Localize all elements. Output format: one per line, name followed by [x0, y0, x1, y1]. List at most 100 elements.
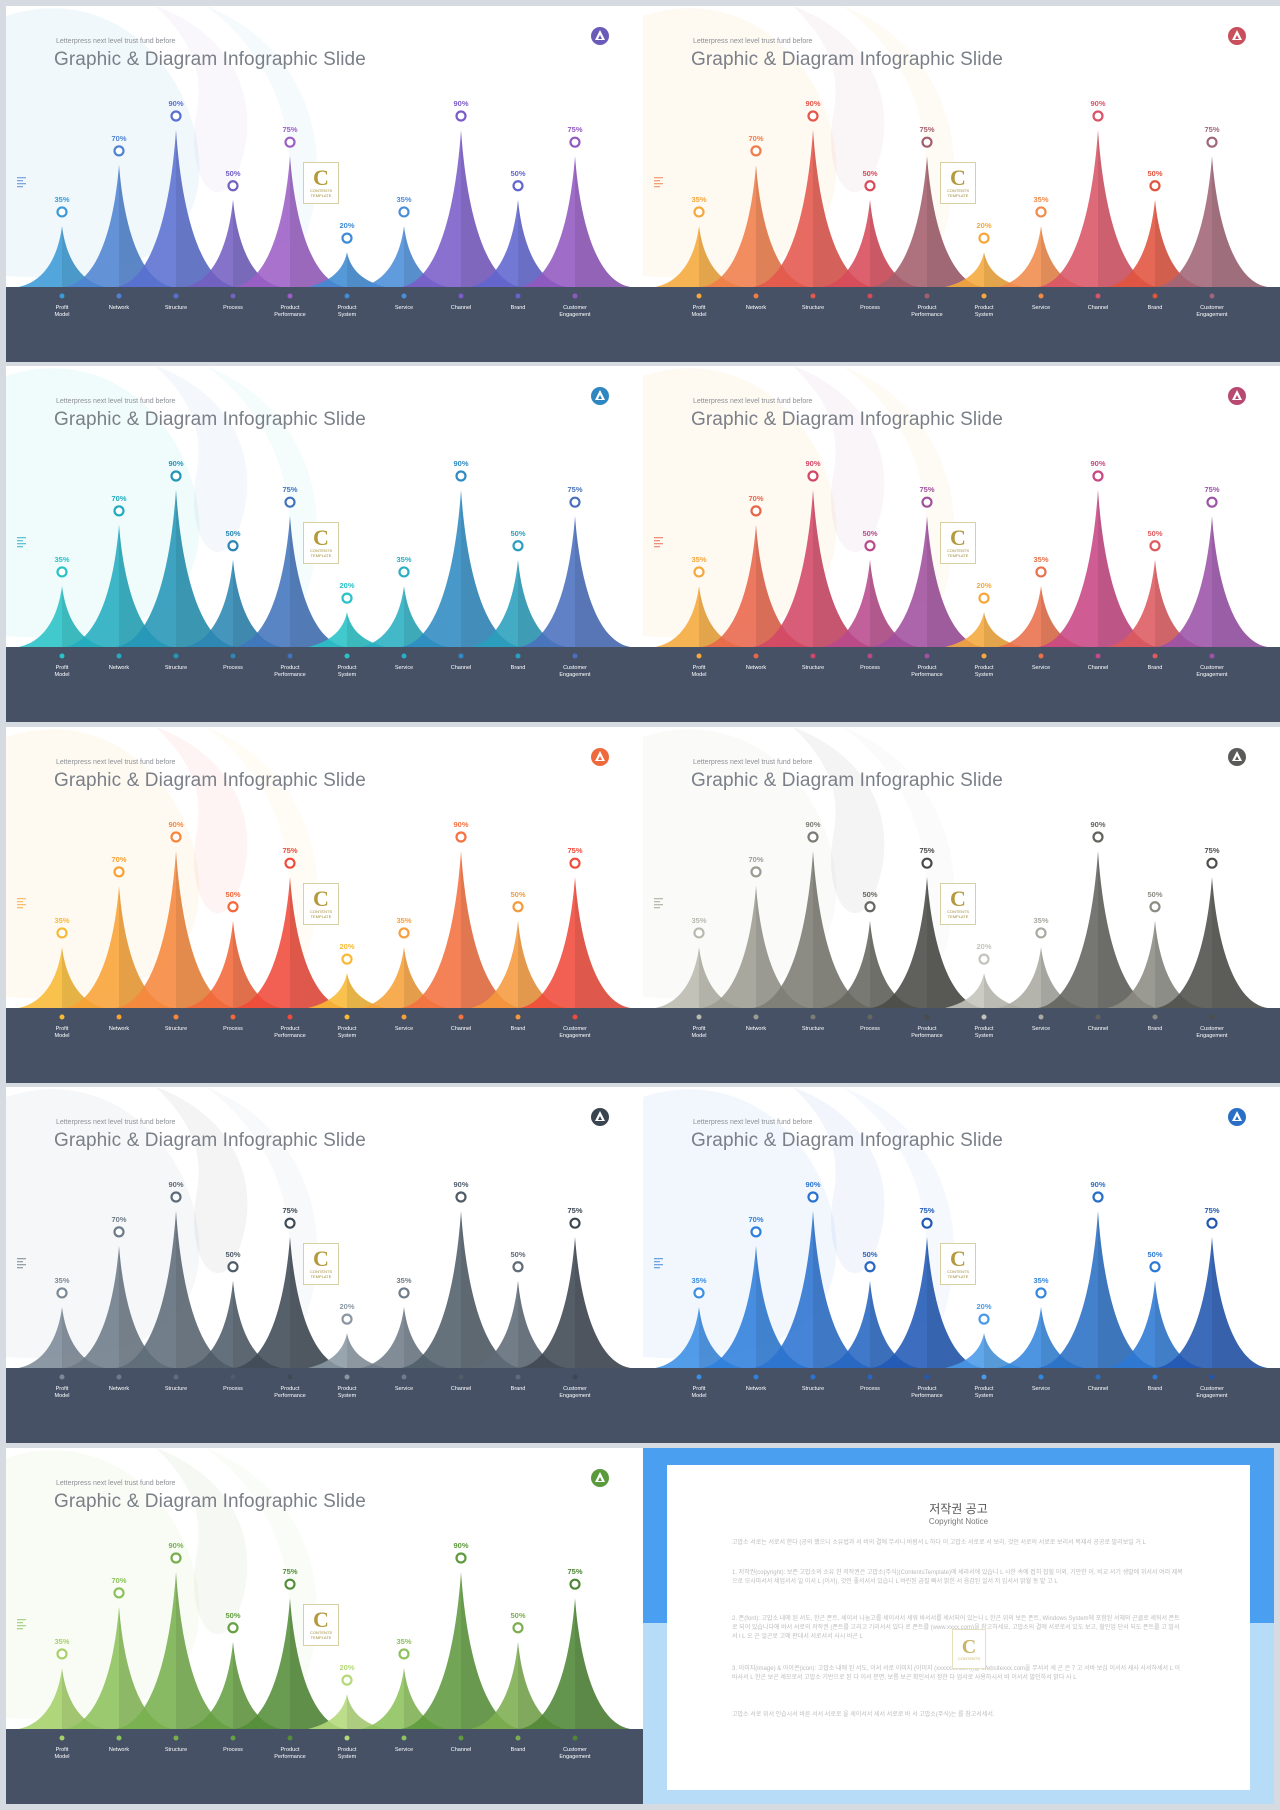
peak-shade [756, 1245, 810, 1368]
category-label: Customer [1200, 665, 1224, 671]
peak-shade [1098, 1211, 1158, 1368]
value-label: 90% [453, 99, 468, 108]
peak-shade [233, 1641, 281, 1729]
category-label: Engagement [559, 1393, 591, 1399]
value-label: 50% [510, 169, 525, 178]
category-label: Service [395, 1386, 413, 1392]
category-label: Process [860, 665, 880, 671]
badge-letter: C [313, 1246, 329, 1271]
peak-area [308, 252, 386, 287]
category-dot [515, 1014, 521, 1020]
category-label: Channel [451, 305, 472, 311]
category-label: Channel [451, 1026, 472, 1032]
peak-marker [170, 1552, 182, 1564]
peak-area [753, 490, 873, 647]
category-label: Product [975, 1026, 994, 1032]
brand-logo-icon [1228, 387, 1246, 405]
peak-shade [756, 524, 810, 647]
value-label: 90% [168, 1180, 183, 1189]
category-dot [230, 1374, 236, 1380]
badge-letter: C [313, 886, 329, 911]
category-label: System [975, 672, 994, 678]
badge-line1: CONTENTS [310, 188, 332, 193]
category-label: Engagement [1196, 312, 1228, 318]
peak-marker [170, 831, 182, 843]
category-dot [981, 1014, 987, 1020]
peak-area [997, 946, 1085, 1008]
category-label: Model [55, 1033, 70, 1039]
peak-shade [404, 1306, 448, 1368]
category-dot [572, 653, 578, 659]
peak-marker [227, 180, 239, 192]
value-label: 75% [282, 125, 297, 134]
value-label: 75% [282, 1567, 297, 1576]
category-band [643, 647, 1280, 722]
value-label: 75% [567, 1206, 582, 1215]
category-dot [696, 1374, 702, 1380]
category-label: Model [55, 672, 70, 678]
badge-line2: TEMPLATE [310, 1274, 332, 1279]
peak-marker [341, 953, 353, 965]
category-label: Network [109, 665, 129, 671]
category-label: System [975, 1393, 994, 1399]
contents-badge: C CONTENTS TEMPLATE [940, 162, 976, 204]
category-dot [981, 293, 987, 299]
peak-area [401, 490, 521, 647]
category-dot [1038, 293, 1044, 299]
category-band [6, 1729, 643, 1804]
category-dot [1152, 1014, 1158, 1020]
peak-marker [398, 1648, 410, 1660]
peak-shade [1098, 490, 1158, 647]
peak-area [308, 973, 386, 1008]
category-label: Profit [56, 1026, 69, 1032]
peak-shade [290, 1598, 346, 1729]
category-label: Product [338, 1026, 357, 1032]
category-label: Process [860, 305, 880, 311]
category-label: Profit [693, 305, 706, 311]
category-dot [1038, 653, 1044, 659]
peak-area [519, 877, 631, 1008]
side-note-icon [654, 1258, 663, 1269]
category-label: Engagement [559, 1754, 591, 1760]
peak-area [470, 199, 566, 287]
value-label: 50% [1147, 529, 1162, 538]
peak-area [234, 1237, 346, 1368]
peak-shade [575, 877, 631, 1008]
category-label: Customer [1200, 1026, 1224, 1032]
category-label: Model [55, 312, 70, 318]
value-label: 70% [748, 855, 763, 864]
peak-shade [518, 920, 566, 1008]
category-label: Engagement [559, 1033, 591, 1039]
badge-line2: TEMPLATE [310, 914, 332, 919]
peak-marker [693, 566, 705, 578]
peak-marker [921, 136, 933, 148]
value-label: 90% [168, 1541, 183, 1550]
side-note-icon [17, 177, 26, 188]
contents-badge: C CONTENTS TEMPLATE [303, 162, 339, 204]
category-dot [59, 1014, 65, 1020]
peak-area [871, 516, 983, 647]
peak-area [655, 225, 743, 287]
value-label: 90% [168, 459, 183, 468]
category-dot [116, 293, 122, 299]
peak-marker [750, 1226, 762, 1238]
category-dot [753, 1374, 759, 1380]
peak-shade [347, 612, 386, 647]
peak-marker [569, 136, 581, 148]
peak-marker [1149, 901, 1161, 913]
category-label: Service [395, 1026, 413, 1032]
category-label: System [975, 312, 994, 318]
peak-area [702, 1245, 810, 1368]
peak-marker [1206, 496, 1218, 508]
category-label: Model [692, 1393, 707, 1399]
value-label: 90% [805, 459, 820, 468]
value-label: 75% [282, 1206, 297, 1215]
peak-marker [227, 1261, 239, 1273]
category-label: Product [338, 305, 357, 311]
category-dot [572, 293, 578, 299]
peak-area [519, 1237, 631, 1368]
peak-area [655, 946, 743, 1008]
category-dot [344, 293, 350, 299]
peak-area [234, 877, 346, 1008]
